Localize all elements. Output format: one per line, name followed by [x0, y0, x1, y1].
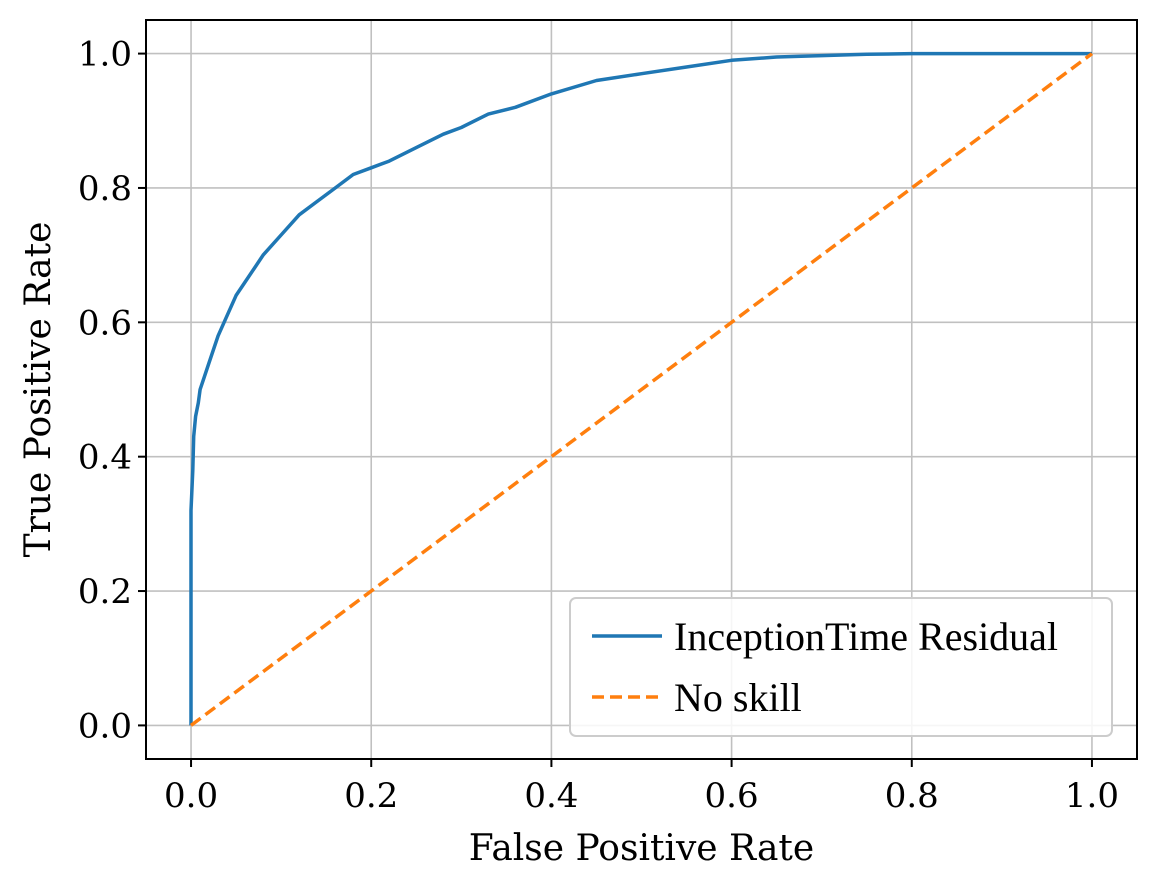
series-line-inceptiontime-residual	[189, 51, 1092, 726]
y-tick-label-1: 0.2	[78, 572, 132, 612]
series-lines	[189, 51, 1094, 727]
plot-frame	[145, 19, 1138, 760]
series-line-no-skill	[189, 52, 1094, 727]
ticks: 0.0 0.2 0.4 0.6 0.8 1.0 0.0 0.2 0.4 0.6 0.8 1.0	[78, 35, 1119, 816]
x-tick-label-5: 1.0	[1065, 776, 1119, 816]
legend-box	[569, 597, 1113, 737]
y-tick-label-0: 0.0	[78, 706, 132, 746]
y-axis-label: True Positive Rate	[18, 222, 59, 558]
grid	[146, 20, 1137, 759]
x-tick-label-4: 0.8	[885, 776, 939, 816]
y-tick-label-3: 0.6	[78, 303, 132, 343]
legend: InceptionTime Residual No skill	[569, 597, 1113, 737]
legend-label-no-skill: No skill	[674, 675, 802, 720]
y-tick-label-5: 1.0	[78, 35, 132, 75]
x-axis-label: False Positive Rate	[469, 828, 814, 869]
x-tick-label-1: 0.2	[344, 776, 398, 816]
legend-label-inceptiontime: InceptionTime Residual	[674, 614, 1058, 659]
y-tick-label-4: 0.8	[78, 169, 132, 209]
x-tick-label-3: 0.6	[705, 776, 759, 816]
x-tick-label-0: 0.0	[164, 776, 218, 816]
y-tick-label-2: 0.4	[78, 438, 132, 478]
x-tick-label-2: 0.4	[524, 776, 578, 816]
